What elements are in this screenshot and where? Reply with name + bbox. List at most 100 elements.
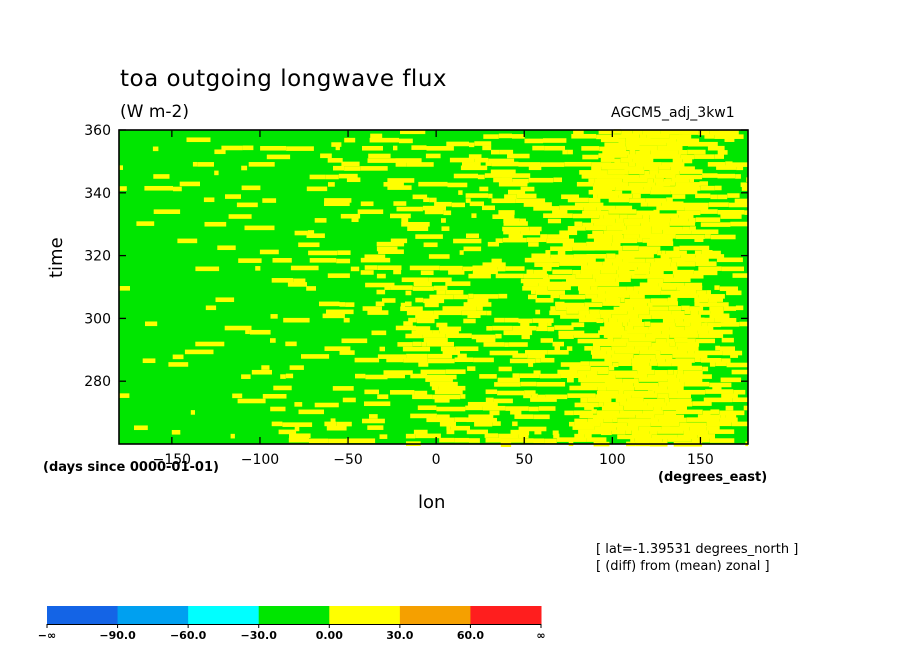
heatmap-cell [491, 161, 519, 167]
heatmap-cell [645, 198, 666, 203]
heatmap-cell [639, 174, 655, 179]
heatmap-cell [649, 170, 659, 175]
heatmap-cell [427, 374, 457, 380]
heatmap-cell [703, 397, 733, 403]
heatmap-cell [573, 129, 584, 135]
heatmap-cell [631, 361, 650, 367]
heatmap-cell [483, 342, 505, 347]
heatmap-cell [636, 210, 654, 216]
heatmap-cell [650, 189, 671, 195]
heatmap-cell [667, 386, 684, 391]
heatmap-cell [726, 290, 742, 296]
heatmap-cell [364, 389, 379, 395]
heatmap-cell [173, 186, 182, 192]
heatmap-cell [701, 322, 708, 327]
heatmap-cell [623, 405, 654, 411]
heatmap-cell [593, 441, 610, 447]
heatmap-cell [523, 273, 549, 279]
heatmap-cell [618, 273, 632, 279]
heatmap-cell [442, 350, 460, 355]
heatmap-cell [523, 202, 552, 207]
heatmap-cell [708, 429, 735, 434]
heatmap-cell [426, 146, 454, 151]
heatmap-cell [709, 362, 716, 367]
heatmap-cell [569, 421, 575, 427]
heatmap-cell [383, 182, 404, 187]
heatmap-cell [518, 433, 529, 439]
heatmap-cell [695, 217, 721, 222]
heatmap-cell [390, 390, 415, 395]
heatmap-cell [448, 270, 465, 275]
heatmap-cell [535, 298, 554, 303]
heatmap-cell [639, 282, 659, 288]
heatmap-cell [697, 329, 709, 335]
heatmap-cell [119, 165, 123, 170]
heatmap-cell [179, 181, 200, 187]
heatmap-cell [695, 254, 725, 259]
heatmap-cell [412, 286, 434, 291]
heatmap-cell [590, 286, 598, 291]
heatmap-cell [599, 309, 628, 315]
heatmap-cell [599, 214, 604, 219]
heatmap-cell [662, 438, 668, 443]
heatmap-cell [294, 426, 300, 432]
heatmap-cell [707, 145, 725, 151]
heatmap-cell [241, 374, 251, 379]
heatmap-cell [689, 177, 694, 183]
heatmap-cell [622, 321, 628, 327]
heatmap-cell [502, 173, 531, 178]
heatmap-cell [436, 414, 450, 420]
heatmap-cell [655, 173, 666, 178]
heatmap-cell [326, 425, 347, 431]
heatmap-cell [369, 137, 399, 143]
heatmap-cell [407, 226, 429, 231]
heatmap-cell [648, 346, 678, 351]
heatmap-cell [574, 433, 585, 439]
heatmap-cell [298, 242, 320, 248]
heatmap-cell [594, 178, 623, 184]
heatmap-cell [624, 390, 648, 396]
heatmap-cell [336, 258, 351, 264]
heatmap-cell [168, 362, 189, 367]
heatmap-cell [694, 297, 709, 303]
heatmap-cell [536, 381, 566, 387]
heatmap-cell [574, 221, 583, 227]
heatmap-cell [600, 157, 615, 162]
heatmap-cell [528, 242, 539, 247]
heatmap-cell [597, 286, 627, 292]
heatmap-cell [411, 145, 427, 150]
heatmap-cell [534, 429, 542, 435]
heatmap-cell [512, 373, 520, 378]
heatmap-cell [612, 234, 624, 240]
heatmap-cell [733, 417, 738, 423]
heatmap-cell [270, 314, 278, 319]
heatmap-cell [624, 221, 641, 226]
heatmap-cell [638, 246, 661, 251]
heatmap-cell [314, 402, 339, 408]
heatmap-cell [377, 354, 407, 359]
heatmap-cell [438, 326, 462, 332]
heatmap-cell [387, 178, 415, 183]
heatmap-cell [379, 434, 388, 439]
heatmap-cell [615, 277, 631, 283]
heatmap-cell [581, 174, 597, 179]
heatmap-cell [195, 266, 220, 272]
heatmap-cell [714, 317, 724, 323]
heatmap-cell [682, 130, 699, 135]
heatmap-cell [702, 366, 709, 372]
heatmap-cell [669, 398, 678, 403]
heatmap-cell [543, 138, 567, 143]
heatmap-cell [622, 258, 646, 263]
heatmap-cell [632, 158, 654, 163]
heatmap-cell [528, 406, 539, 412]
heatmap-cell [722, 350, 743, 356]
heatmap-cell [512, 134, 525, 139]
heatmap-cell [423, 197, 430, 203]
x-tick-label: 100 [599, 452, 626, 468]
heatmap-cell [512, 421, 518, 427]
heatmap-cell [706, 290, 711, 295]
heatmap-cell [386, 357, 404, 363]
heatmap-cell [720, 214, 742, 219]
heatmap-cell [612, 362, 619, 368]
heatmap-cell [614, 349, 640, 354]
